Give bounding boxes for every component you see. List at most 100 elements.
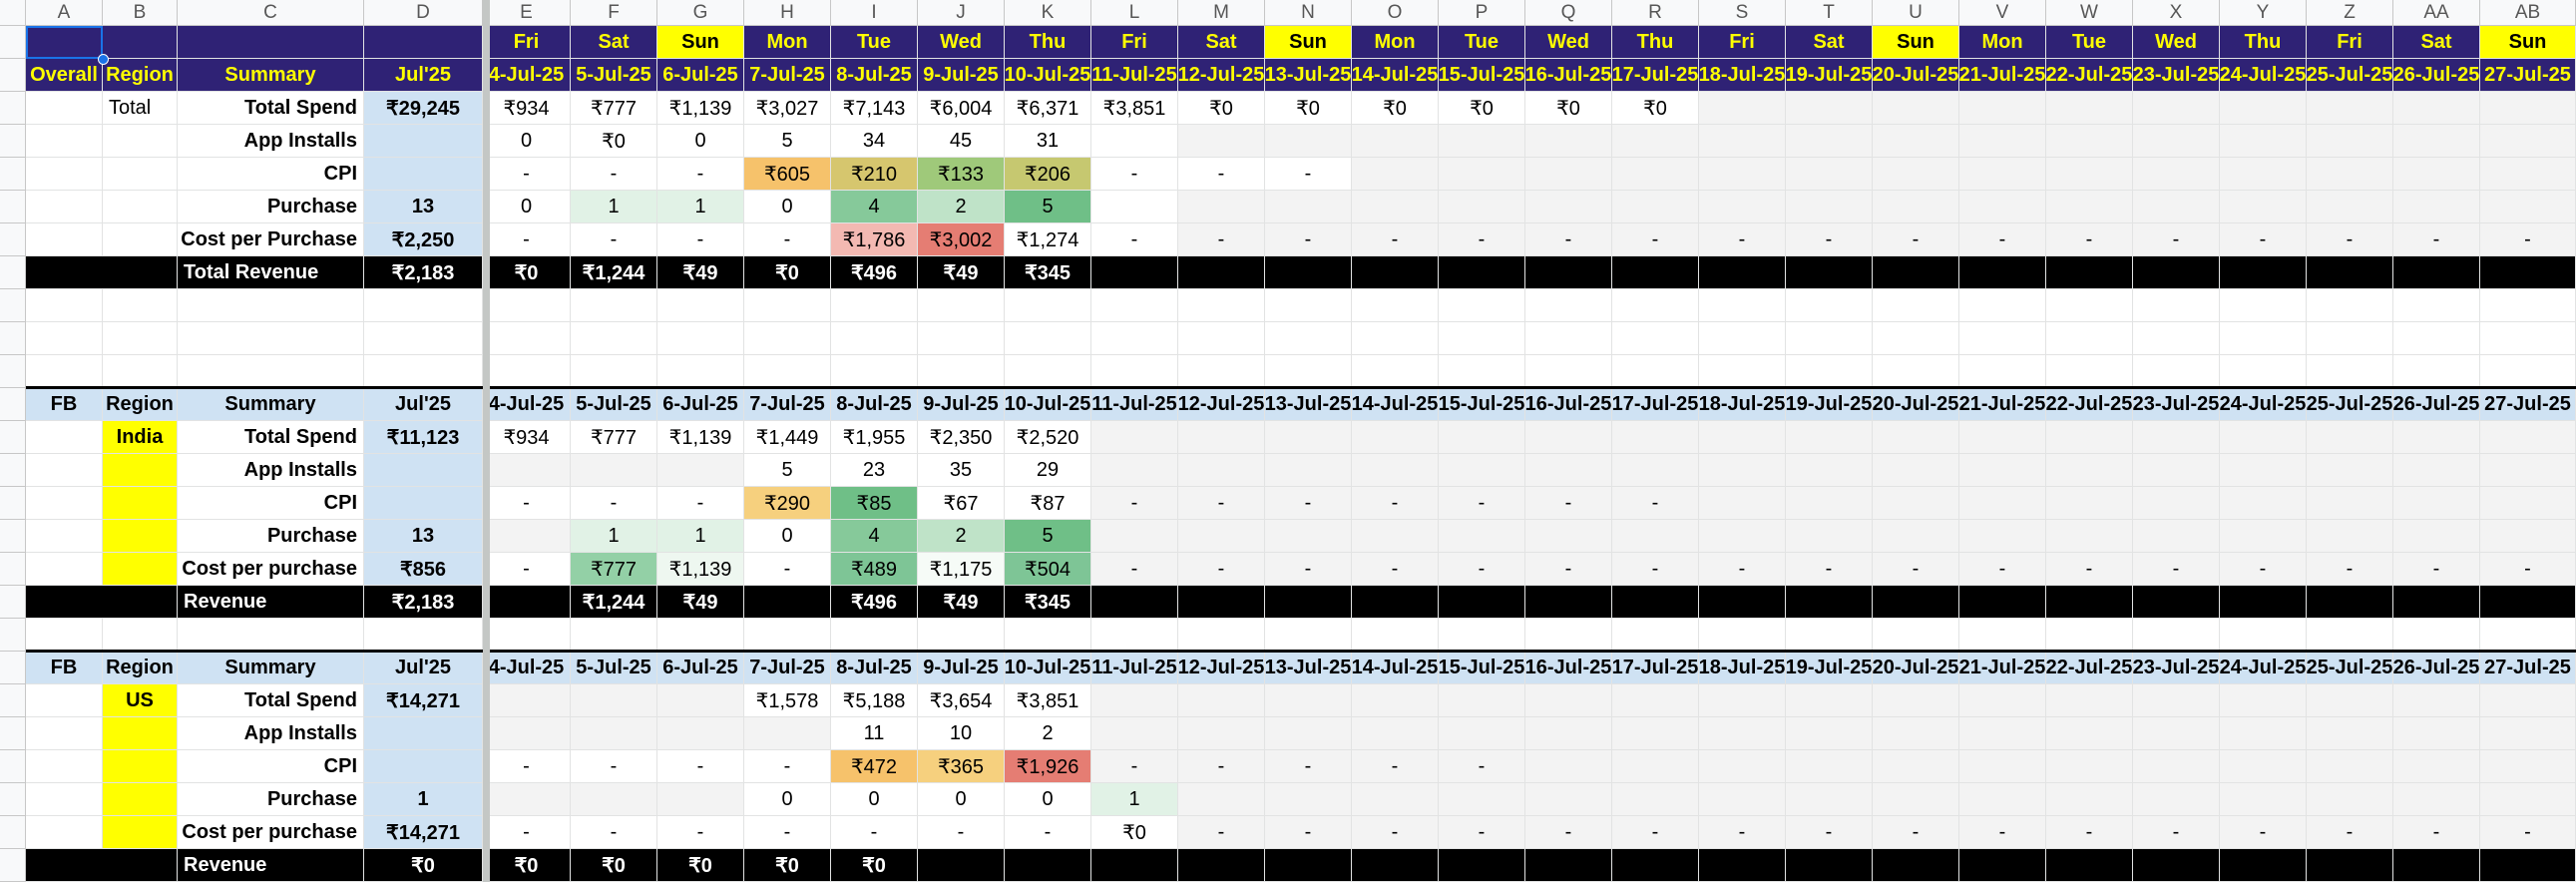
- revenue-cell[interactable]: ₹0: [831, 849, 918, 882]
- data-cell[interactable]: [1786, 92, 1873, 125]
- date-header[interactable]: 11-Jul-25: [1091, 652, 1178, 684]
- data-cell[interactable]: [1959, 454, 2046, 487]
- data-cell[interactable]: [2393, 717, 2480, 750]
- data-cell[interactable]: -: [1612, 487, 1699, 520]
- revenue-cell[interactable]: [1786, 256, 1873, 289]
- column-header-C[interactable]: C: [178, 0, 364, 26]
- metric-label[interactable]: Total Spend: [178, 92, 364, 125]
- row-header[interactable]: [0, 684, 26, 717]
- empty-cell[interactable]: [2133, 289, 2220, 322]
- data-cell[interactable]: -: [1525, 223, 1612, 256]
- revenue-total[interactable]: ₹0: [364, 849, 483, 882]
- data-cell[interactable]: [2133, 717, 2220, 750]
- empty-cell[interactable]: [2480, 355, 2576, 388]
- revenue-cell[interactable]: [2480, 586, 2576, 619]
- data-cell[interactable]: ₹3,027: [744, 92, 831, 125]
- data-cell[interactable]: ₹1,175: [918, 553, 1005, 586]
- data-cell[interactable]: [1178, 421, 1265, 454]
- date-header[interactable]: 26-Jul-25: [2393, 652, 2480, 684]
- empty-cell[interactable]: [1959, 619, 2046, 652]
- data-cell[interactable]: -: [1439, 553, 1525, 586]
- data-cell[interactable]: [1699, 125, 1786, 158]
- row-header[interactable]: [0, 26, 26, 59]
- data-cell[interactable]: [1352, 125, 1439, 158]
- data-cell[interactable]: [2480, 158, 2576, 191]
- data-cell[interactable]: -: [1439, 487, 1525, 520]
- data-cell[interactable]: [1439, 783, 1525, 816]
- data-cell[interactable]: [1786, 717, 1873, 750]
- data-cell[interactable]: -: [2220, 816, 2307, 849]
- revenue-cell[interactable]: [2046, 586, 2133, 619]
- data-cell[interactable]: ₹1,139: [657, 553, 744, 586]
- weekday-blank[interactable]: [178, 26, 364, 59]
- empty-cell[interactable]: [1612, 619, 1699, 652]
- revenue-cell[interactable]: [2220, 256, 2307, 289]
- date-header[interactable]: 24-Jul-25: [2220, 388, 2307, 421]
- empty-cell[interactable]: [1786, 619, 1873, 652]
- revenue-cell[interactable]: [1786, 586, 1873, 619]
- cell-a[interactable]: [26, 816, 103, 849]
- metric-total[interactable]: ₹11,123: [364, 421, 483, 454]
- data-cell[interactable]: -: [744, 553, 831, 586]
- revenue-label[interactable]: Revenue: [178, 849, 364, 882]
- data-cell[interactable]: ₹2,520: [1005, 421, 1091, 454]
- region-cell[interactable]: India: [103, 421, 178, 454]
- metric-total[interactable]: 1: [364, 783, 483, 816]
- date-header[interactable]: 23-Jul-25: [2133, 388, 2220, 421]
- empty-cell[interactable]: [364, 322, 483, 355]
- data-cell[interactable]: [1873, 684, 1959, 717]
- data-cell[interactable]: 4: [831, 191, 918, 223]
- data-cell[interactable]: -: [744, 223, 831, 256]
- empty-cell[interactable]: [1091, 619, 1178, 652]
- data-cell[interactable]: -: [1178, 158, 1265, 191]
- column-header-Q[interactable]: Q: [1525, 0, 1612, 26]
- data-cell[interactable]: -: [1265, 223, 1352, 256]
- revenue-cell[interactable]: [1873, 256, 1959, 289]
- empty-cell[interactable]: [1525, 355, 1612, 388]
- data-cell[interactable]: [2046, 191, 2133, 223]
- empty-cell[interactable]: [1005, 289, 1091, 322]
- data-cell[interactable]: [1959, 783, 2046, 816]
- data-cell[interactable]: -: [2046, 223, 2133, 256]
- data-cell[interactable]: [2046, 158, 2133, 191]
- empty-cell[interactable]: [1352, 322, 1439, 355]
- region-cell[interactable]: [103, 487, 178, 520]
- weekday-tue[interactable]: Tue: [1439, 26, 1525, 59]
- data-cell[interactable]: [2307, 454, 2393, 487]
- data-cell[interactable]: [2480, 125, 2576, 158]
- data-cell[interactable]: -: [2393, 223, 2480, 256]
- data-cell[interactable]: -: [744, 816, 831, 849]
- empty-cell[interactable]: [2480, 322, 2576, 355]
- column-header-AA[interactable]: AA: [2393, 0, 2480, 26]
- revenue-cell[interactable]: [1786, 849, 1873, 882]
- revenue-cell[interactable]: [1439, 586, 1525, 619]
- data-cell[interactable]: ₹0: [571, 125, 657, 158]
- row-header[interactable]: [0, 421, 26, 454]
- revenue-cell[interactable]: [1612, 586, 1699, 619]
- data-cell[interactable]: [1612, 158, 1699, 191]
- revenue-cell[interactable]: [1091, 586, 1178, 619]
- revenue-cell[interactable]: ₹0: [483, 849, 571, 882]
- revenue-cell[interactable]: [2133, 586, 2220, 619]
- data-cell[interactable]: [1178, 717, 1265, 750]
- data-cell[interactable]: [1525, 125, 1612, 158]
- empty-cell[interactable]: [918, 289, 1005, 322]
- region-cell[interactable]: [103, 553, 178, 586]
- data-cell[interactable]: 5: [744, 454, 831, 487]
- revenue-cell[interactable]: [1352, 256, 1439, 289]
- data-cell[interactable]: -: [1786, 816, 1873, 849]
- empty-cell[interactable]: [2307, 289, 2393, 322]
- data-cell[interactable]: [2046, 717, 2133, 750]
- revenue-cell[interactable]: [2393, 849, 2480, 882]
- column-header-L[interactable]: L: [1091, 0, 1178, 26]
- date-header[interactable]: 24-Jul-25: [2220, 59, 2307, 92]
- date-header[interactable]: 13-Jul-25: [1265, 388, 1352, 421]
- row-header[interactable]: [0, 619, 26, 652]
- data-cell[interactable]: [1786, 783, 1873, 816]
- revenue-cell[interactable]: [1352, 849, 1439, 882]
- revenue-cell[interactable]: ₹0: [571, 849, 657, 882]
- revenue-cell[interactable]: [1525, 586, 1612, 619]
- data-cell[interactable]: -: [1265, 750, 1352, 783]
- data-cell[interactable]: -: [1265, 487, 1352, 520]
- data-cell[interactable]: [1091, 454, 1178, 487]
